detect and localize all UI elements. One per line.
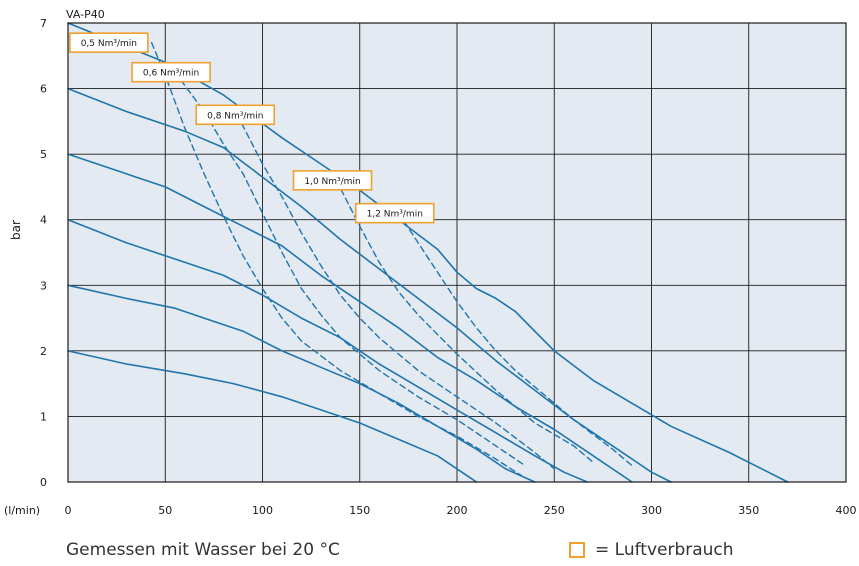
- annotation-label-0: 0,5 Nm³/min: [81, 39, 137, 49]
- legend: = Luftverbrauch: [569, 540, 734, 560]
- annotation-label-1: 0,6 Nm³/min: [143, 69, 199, 79]
- y-tick-label-6: 6: [40, 83, 47, 96]
- pressure-curve-2: [67, 218, 589, 483]
- tick-label-layer: 0 50 100 150 200 250 300 350 400 0 1 2 3 4 5 6 7: [40, 17, 857, 517]
- legend-swatch-icon: [569, 542, 585, 558]
- annotation-box-0: [69, 32, 149, 53]
- grid-lines: [68, 23, 846, 482]
- annotation-4: 1,2 Nm³/min: [354, 202, 435, 224]
- y-tick-label-3: 3: [40, 279, 47, 292]
- annotation-2: 0,8 Nm³/min: [195, 104, 276, 126]
- chart-title: VA-P40: [66, 8, 105, 21]
- air-consumption-curve-9: [335, 179, 594, 463]
- annotation-box-2: [195, 104, 276, 126]
- x-tick-label-2: 100: [252, 504, 273, 517]
- y-tick-label-4: 4: [40, 214, 47, 227]
- pressure-curve-5: [67, 22, 789, 483]
- air-consumption-curve-7: [174, 71, 526, 467]
- performance-chart: 0,5 Nm³/min 0,6 Nm³/min 0,8 Nm³/min 1,0 Nm³…: [4, 8, 857, 517]
- legend-label: = Luftverbrauch: [595, 540, 734, 560]
- measurement-note: Gemessen mit Wasser bei 20 °C: [66, 540, 340, 560]
- x-tick-label-5: 250: [544, 504, 565, 517]
- annotation-box-3: [292, 170, 373, 191]
- x-tick-label-7: 350: [738, 504, 759, 517]
- y-tick-label-2: 2: [40, 345, 47, 358]
- x-axis-label: (l/min): [4, 504, 40, 517]
- y-axis-label: bar: [9, 220, 23, 240]
- y-tick-label-7: 7: [40, 17, 47, 30]
- pressure-curve-3: [67, 153, 633, 483]
- pressure-curve-1: [67, 284, 536, 483]
- y-tick-label-1: 1: [40, 410, 47, 423]
- plot-frame: [67, 22, 847, 483]
- x-tick-label-1: 50: [158, 504, 172, 517]
- x-tick-label-6: 300: [641, 504, 662, 517]
- annotation-label-4: 1,2 Nm³/min: [367, 210, 423, 220]
- annotation-0: 0,5 Nm³/min: [69, 32, 149, 53]
- annotation-1: 0,6 Nm³/min: [131, 61, 211, 83]
- air-consumption-curve-6: [150, 42, 522, 477]
- air-consumption-curve-10: [397, 212, 633, 467]
- annotation-box-4: [354, 202, 435, 224]
- pressure-curve-0: [67, 350, 478, 483]
- y-tick-label-0: 0: [40, 476, 47, 489]
- series-layer: [67, 22, 789, 483]
- annotation-box-1: [131, 61, 211, 83]
- y-tick-label-5: 5: [40, 148, 47, 161]
- annotation-label-2: 0,8 Nm³/min: [207, 111, 263, 121]
- x-tick-label-3: 150: [349, 504, 370, 517]
- x-tick-label-8: 400: [836, 504, 857, 517]
- annotation-label-3: 1,0 Nm³/min: [304, 177, 360, 187]
- x-tick-label-4: 200: [447, 504, 468, 517]
- pressure-curve-4: [67, 87, 672, 483]
- annotation-layer: 0,5 Nm³/min 0,6 Nm³/min 0,8 Nm³/min 1,0 Nm³…: [69, 32, 435, 224]
- air-consumption-curve-8: [236, 114, 555, 470]
- annotation-3: 1,0 Nm³/min: [292, 170, 373, 191]
- x-tick-label-0: 0: [65, 504, 72, 517]
